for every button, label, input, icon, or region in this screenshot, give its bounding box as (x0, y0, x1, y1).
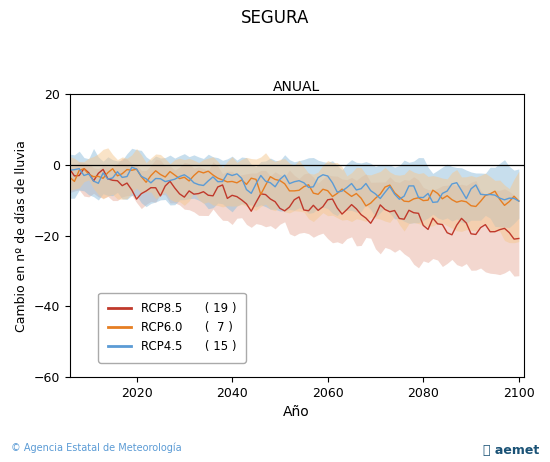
Y-axis label: Cambio en nº de días de lluvia: Cambio en nº de días de lluvia (15, 140, 28, 332)
Title: ANUAL: ANUAL (273, 80, 320, 94)
X-axis label: Año: Año (283, 405, 310, 419)
Text: © Agencia Estatal de Meteorología: © Agencia Estatal de Meteorología (11, 442, 182, 453)
Legend: RCP8.5      ( 19 ), RCP6.0      (  7 ), RCP4.5      ( 15 ): RCP8.5 ( 19 ), RCP6.0 ( 7 ), RCP4.5 ( 15… (98, 293, 246, 363)
Text: SEGURA: SEGURA (241, 9, 309, 27)
Text: Ⓐ aemet: Ⓐ aemet (483, 444, 539, 457)
